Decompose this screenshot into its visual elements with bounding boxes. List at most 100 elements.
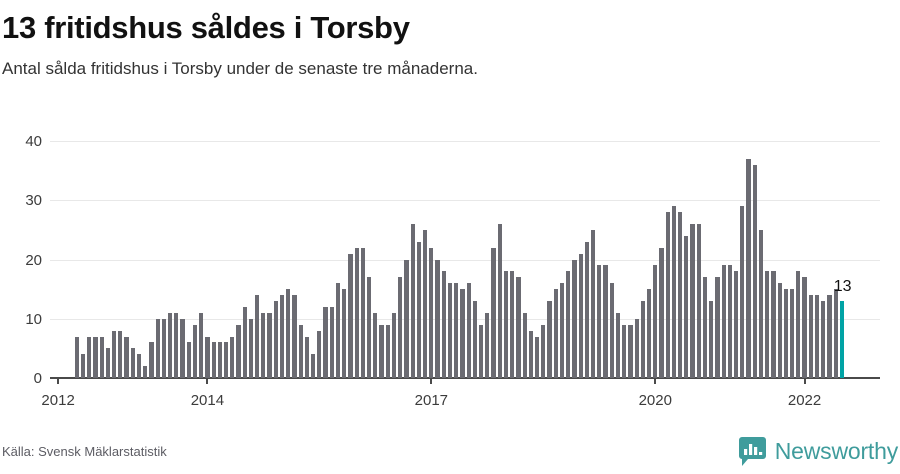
bar (404, 259, 409, 378)
bar (174, 312, 179, 378)
bar (790, 289, 795, 378)
bar (584, 241, 589, 378)
bar (684, 235, 689, 378)
bar (472, 300, 477, 378)
bars-container (0, 118, 900, 418)
bar (236, 324, 241, 378)
bar (286, 289, 291, 378)
bar (335, 283, 341, 378)
bar (734, 271, 739, 378)
page-title: 13 fritidshus såldes i Torsby (2, 10, 410, 45)
bar (715, 277, 720, 378)
axis-baseline (50, 377, 880, 379)
bar (659, 247, 664, 378)
y-axis-tick-label: 40 (25, 133, 42, 150)
bar (827, 295, 832, 378)
bar (752, 164, 757, 378)
bar (398, 277, 403, 378)
y-axis-tick-label: 0 (33, 370, 42, 387)
bar (217, 342, 222, 378)
bar (348, 253, 353, 378)
y-axis-tick-label: 30 (25, 192, 42, 210)
bar (391, 312, 397, 378)
bar (566, 271, 571, 378)
bar (497, 223, 502, 378)
y-axis-tick-label: 10 (25, 310, 42, 328)
bar (192, 324, 198, 378)
bar (423, 229, 428, 378)
bar (460, 289, 465, 378)
bar (653, 265, 658, 378)
bar (267, 312, 272, 378)
x-axis-tick-mark (654, 378, 657, 384)
bar (597, 265, 602, 378)
bar (323, 306, 328, 378)
bar (342, 289, 347, 378)
bar (223, 342, 229, 378)
bar (746, 158, 751, 378)
bar (615, 312, 621, 378)
gridline (50, 259, 880, 261)
x-axis-tick-mark (57, 378, 60, 384)
bar (665, 212, 670, 378)
bar (547, 300, 552, 378)
bar (186, 342, 191, 378)
bar (678, 212, 683, 378)
x-axis-tick-label: 2017 (414, 392, 449, 409)
bar (211, 342, 216, 378)
bar (796, 271, 801, 378)
bar (118, 330, 123, 378)
bar (559, 283, 565, 378)
bar (435, 259, 440, 378)
bar (111, 330, 117, 378)
bar (590, 229, 596, 378)
chart-subtitle: Antal sålda fritidshus i Torsby under de… (2, 59, 478, 78)
bar (721, 265, 726, 378)
bar (441, 271, 446, 378)
bar (124, 336, 129, 378)
newsworthy-logo[interactable]: Newsworthy (738, 437, 898, 466)
bar (248, 318, 254, 378)
bar (373, 312, 378, 378)
bar (833, 289, 838, 378)
bar (279, 295, 285, 378)
bar (99, 336, 104, 378)
bar (783, 289, 788, 378)
bar (149, 342, 154, 378)
bar (777, 283, 782, 378)
bar (167, 312, 173, 378)
bar (528, 330, 533, 378)
bar (161, 318, 166, 378)
x-axis-tick-label: 2012 (41, 392, 75, 409)
bar (354, 247, 359, 378)
bar (522, 312, 527, 378)
bar (758, 229, 764, 378)
bar (485, 312, 490, 378)
bar (690, 223, 695, 378)
logo-text: Newsworthy (774, 438, 898, 464)
plot-area: 0 10 20 30 40 2012 2014 2017 2020 2022 13 (0, 118, 900, 418)
bar (329, 306, 334, 378)
bar (304, 336, 310, 378)
bar (466, 283, 471, 378)
bar (155, 318, 160, 378)
x-axis-tick-label: 2020 (638, 392, 672, 409)
chart-header: 13 fritidshus såldes i Torsby Antal såld… (0, 0, 900, 80)
bar (671, 206, 677, 378)
bar (93, 336, 98, 378)
bar (447, 283, 453, 378)
bar-chart-speech-bubble-icon (738, 437, 766, 466)
bar (429, 247, 434, 378)
bar (628, 324, 633, 378)
bar (205, 336, 210, 378)
bar (516, 277, 521, 378)
bar (242, 306, 247, 378)
bar (727, 265, 733, 378)
bar (317, 330, 322, 378)
bar (367, 277, 372, 378)
source-note: Källa: Svensk Mäklarstatistik (2, 444, 167, 459)
bar (622, 324, 627, 378)
bar (261, 312, 266, 378)
gridline (50, 318, 880, 320)
x-axis-tick-mark (206, 378, 209, 384)
